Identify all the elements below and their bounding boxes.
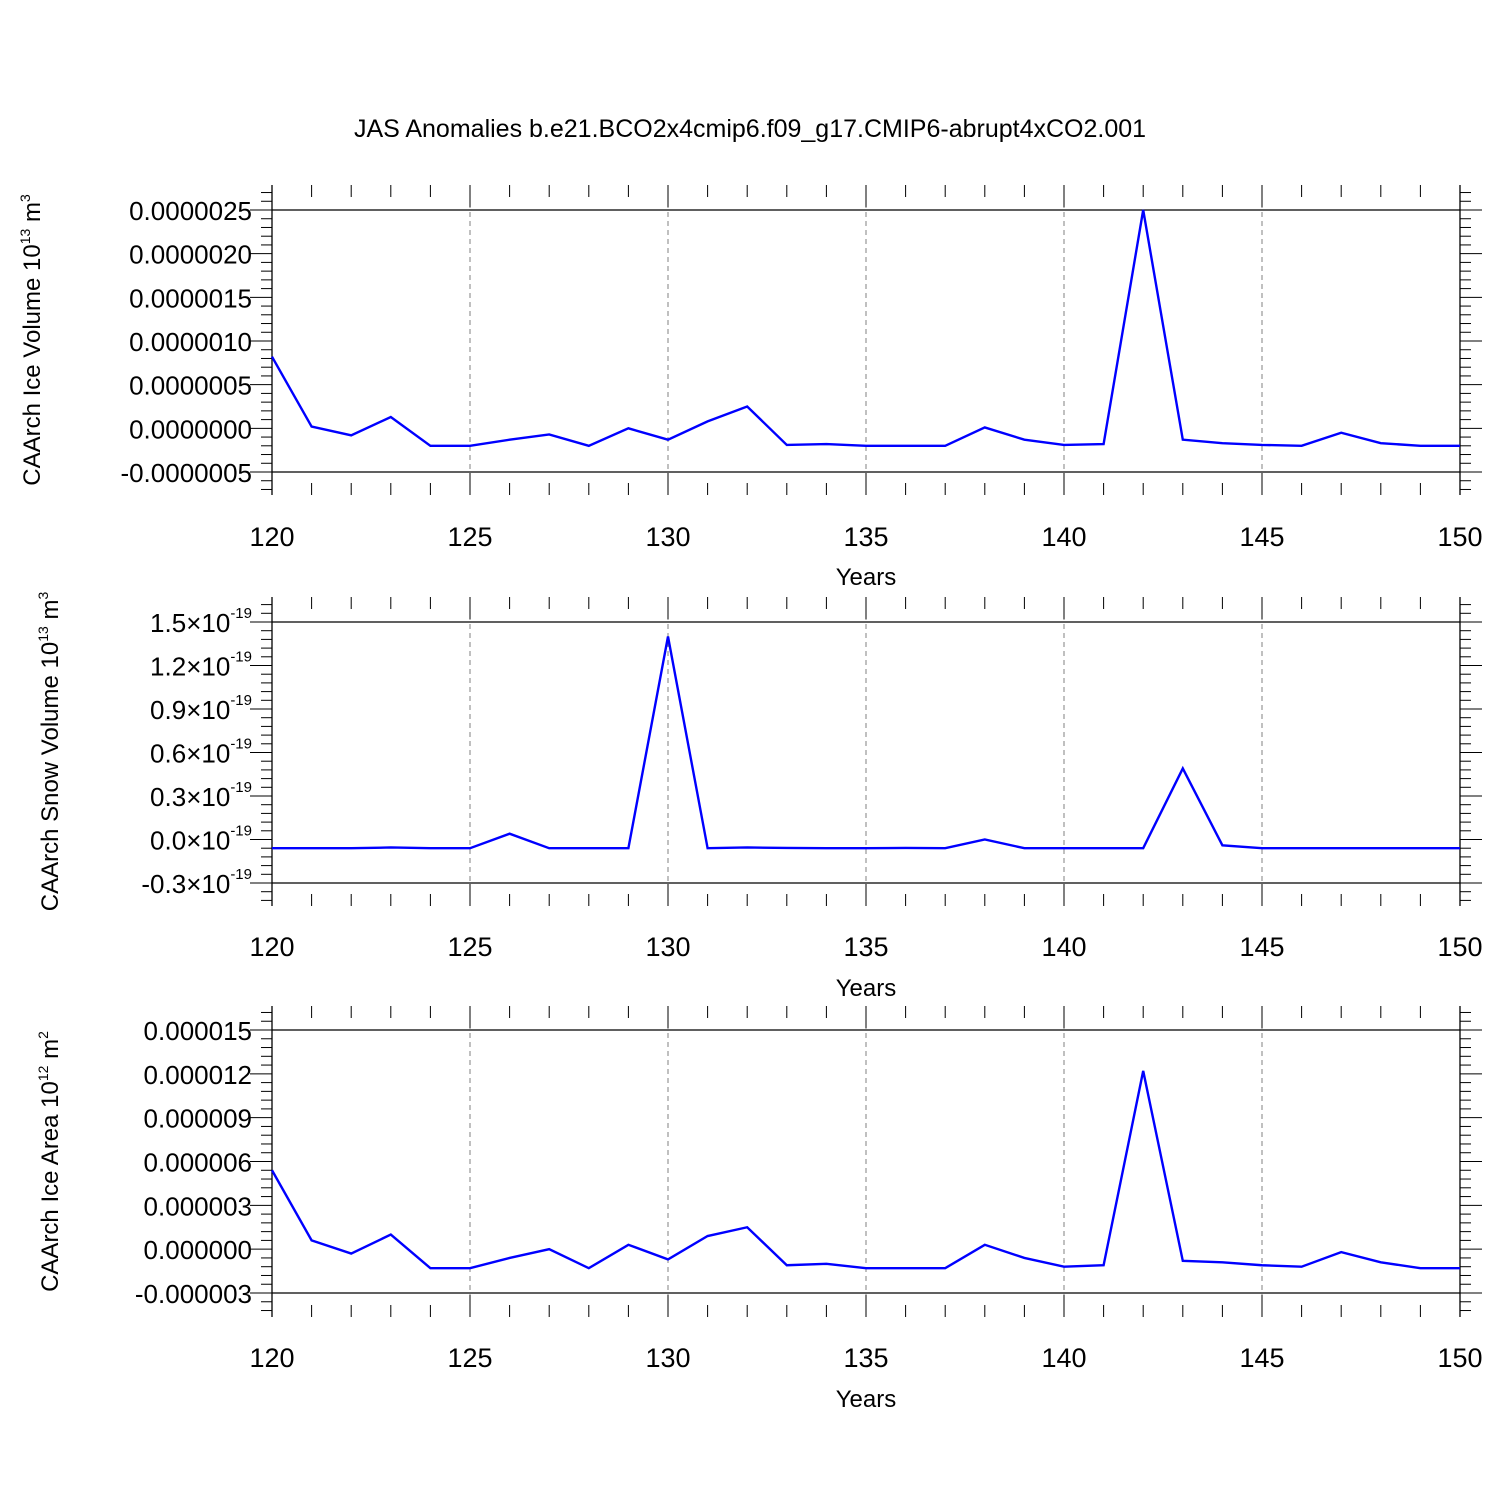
y-tick-label: 0.000006 xyxy=(144,1148,252,1178)
y-tick-label: 1.5×10-19 xyxy=(150,605,252,638)
series-line xyxy=(272,636,1460,850)
panel-ice-volume: -0.0000005 0.0000000 0.0000005 0.0000010 0.0… xyxy=(17,185,1483,591)
y-axis-label: CAArch Ice Area 1012 m2 xyxy=(35,1031,64,1292)
y-tick-label: 0.0000005 xyxy=(129,371,252,401)
x-tick-label: 140 xyxy=(1041,1343,1086,1373)
y-axis-label: CAArch Snow Volume 1013 m3 xyxy=(35,592,64,912)
y-tick-label: 0.0×10-19 xyxy=(150,823,252,856)
y-tick-label: 1.2×10-19 xyxy=(150,649,252,682)
y-tick-label: 0.000009 xyxy=(144,1104,252,1134)
x-tick-label: 120 xyxy=(249,1343,294,1373)
x-tick-label: 135 xyxy=(843,1343,888,1373)
x-tick-label: 130 xyxy=(645,932,690,962)
x-tick-label: 145 xyxy=(1239,932,1284,962)
x-tick-label: 140 xyxy=(1041,522,1086,552)
y-tick-label: 0.0000000 xyxy=(129,414,252,444)
y-tick-label: 0.3×10-19 xyxy=(150,779,252,812)
x-tick-label: 130 xyxy=(645,522,690,552)
y-tick-label: -0.0000005 xyxy=(120,458,252,488)
y-tick-label: 0.000003 xyxy=(144,1191,252,1221)
x-tick-label: 125 xyxy=(447,1343,492,1373)
y-axis-label: CAArch Ice Volume 1013 m3 xyxy=(17,194,46,486)
x-tick-label: 125 xyxy=(447,932,492,962)
x-tick-label: 135 xyxy=(843,522,888,552)
y-tick-label: 0.000015 xyxy=(144,1016,252,1046)
x-axis-label: Years xyxy=(836,1386,897,1413)
y-tick-label: 0.9×10-19 xyxy=(150,692,252,725)
y-tick-label: -0.3×10-19 xyxy=(141,866,252,899)
series-line xyxy=(270,209,1460,448)
y-tick-label: 0.000000 xyxy=(144,1235,252,1265)
x-tick-label: 130 xyxy=(645,1343,690,1373)
x-tick-label: 145 xyxy=(1239,1343,1284,1373)
x-axis-label: Years xyxy=(836,564,897,591)
x-tick-label: 120 xyxy=(249,522,294,552)
x-tick-label: 145 xyxy=(1239,522,1284,552)
y-tick-label: 0.0000015 xyxy=(129,283,252,313)
y-tick-label: 0.000012 xyxy=(144,1060,252,1090)
x-tick-label: 140 xyxy=(1041,932,1086,962)
x-tick-label: 135 xyxy=(843,932,888,962)
panel-snow-volume: -0.3×10-19 0.0×10-19 0.3×10-19 0.6×10-19 0.9… xyxy=(35,592,1483,1002)
y-tick-label: 0.0000020 xyxy=(129,240,252,270)
x-tick-label: 125 xyxy=(447,522,492,552)
y-tick-label: -0.000003 xyxy=(135,1279,252,1309)
y-tick-label: 0.6×10-19 xyxy=(150,736,252,769)
x-axis-label: Years xyxy=(836,975,897,1002)
figure-title: JAS Anomalies b.e21.BCO2x4cmip6.f09_g17.… xyxy=(354,115,1146,143)
y-tick-label: 0.0000025 xyxy=(129,196,252,226)
series-line xyxy=(270,1070,1460,1270)
y-tick-label: 0.0000010 xyxy=(129,327,252,357)
panel-ice-area: -0.000003 0.000000 0.000003 0.000006 0.00000… xyxy=(35,1006,1483,1413)
x-tick-label: 150 xyxy=(1437,932,1482,962)
x-tick-label: 150 xyxy=(1437,1343,1482,1373)
x-tick-label: 150 xyxy=(1437,522,1482,552)
x-tick-label: 120 xyxy=(249,932,294,962)
